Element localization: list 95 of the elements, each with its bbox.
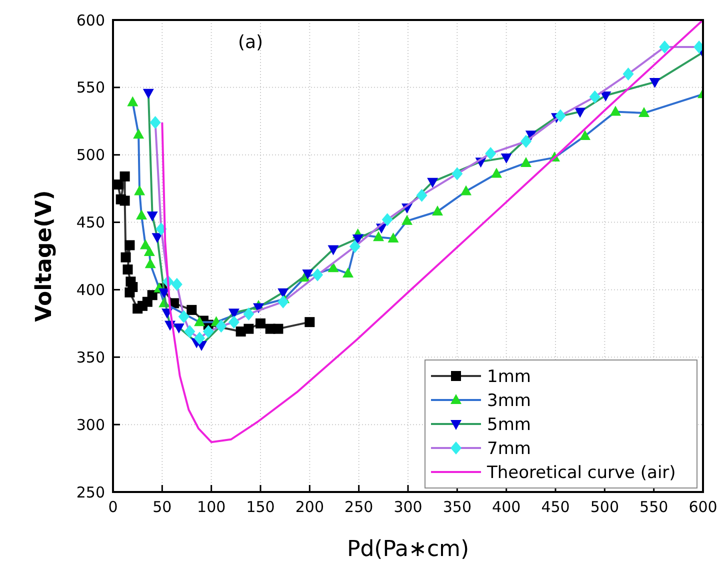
line-series — [161, 20, 703, 444]
point — [520, 134, 532, 148]
point — [243, 307, 254, 320]
y-tick-label: 300 — [76, 416, 105, 434]
point — [228, 316, 240, 329]
point — [171, 278, 182, 291]
x-tick-label: 450 — [541, 498, 570, 516]
x-tick-label: 50 — [152, 498, 172, 516]
point — [244, 324, 254, 334]
point — [622, 67, 634, 80]
point — [134, 185, 146, 196]
point — [144, 246, 155, 256]
annotation: (a) — [238, 32, 264, 53]
point — [610, 106, 621, 116]
y-tick-label: 550 — [76, 78, 105, 97]
y-tick-label: 250 — [76, 483, 105, 502]
x-tick-label: 250 — [344, 498, 374, 516]
point — [416, 188, 428, 202]
point — [136, 210, 148, 220]
legend-label: 1mm — [487, 366, 531, 387]
y-tick-label: 450 — [76, 214, 105, 232]
point — [120, 252, 131, 262]
x-tick-label: 400 — [492, 498, 521, 516]
point — [216, 320, 227, 333]
legend-label: 3mm — [487, 390, 531, 411]
point — [178, 310, 190, 324]
point — [312, 268, 324, 282]
point — [485, 147, 496, 160]
point — [432, 205, 443, 216]
point — [120, 196, 130, 206]
point — [574, 108, 586, 118]
point — [194, 316, 206, 326]
x-tick-label: 200 — [295, 498, 324, 516]
x-axis-title: Pd(Pa∗cm) — [346, 537, 470, 562]
point — [256, 318, 266, 328]
point — [427, 178, 438, 188]
point — [352, 234, 364, 244]
point — [158, 288, 170, 298]
point — [520, 156, 532, 167]
y-tick-label: 500 — [76, 146, 105, 164]
point — [133, 128, 144, 139]
y-axis-title: Voltage(V) — [32, 190, 57, 322]
point — [124, 240, 135, 250]
point — [273, 324, 284, 334]
point — [328, 245, 339, 256]
point — [402, 214, 413, 225]
point — [589, 90, 600, 104]
point — [142, 88, 154, 99]
x-tick-label: 350 — [442, 498, 472, 516]
point — [600, 92, 612, 102]
point — [554, 109, 566, 122]
x-tick-label: 550 — [640, 498, 668, 516]
point — [278, 288, 289, 298]
point — [452, 167, 463, 180]
point — [202, 325, 214, 338]
x-tick-label: 150 — [246, 498, 275, 516]
point — [349, 240, 360, 254]
point — [122, 264, 133, 274]
point — [144, 258, 156, 268]
point — [460, 185, 472, 196]
point — [120, 171, 130, 182]
x-tick-label: 100 — [197, 498, 226, 516]
point — [147, 290, 158, 300]
point — [500, 154, 512, 164]
y-tick-label: 400 — [76, 280, 105, 299]
legend-label: 5mm — [487, 414, 531, 435]
point — [580, 130, 590, 140]
point — [328, 262, 339, 272]
point — [302, 270, 314, 280]
point — [491, 168, 502, 178]
point — [373, 231, 384, 242]
point — [342, 268, 354, 278]
point — [638, 107, 650, 118]
point — [146, 212, 158, 222]
point — [124, 287, 135, 298]
point — [304, 317, 315, 328]
point — [150, 116, 161, 129]
point — [659, 40, 670, 54]
y-tick-label: 600 — [76, 11, 105, 30]
point — [184, 325, 196, 338]
point — [649, 78, 660, 88]
point — [173, 323, 184, 334]
point — [127, 96, 138, 106]
legend-label: Theoretical curve (air) — [486, 462, 676, 483]
point — [382, 213, 393, 226]
x-tick-label: 0 — [108, 498, 118, 516]
x-tick-label: 500 — [590, 498, 619, 516]
legend-label: 7mm — [487, 438, 531, 459]
y-tick-label: 350 — [76, 348, 105, 366]
point — [388, 232, 399, 242]
x-tick-label: 300 — [394, 498, 422, 516]
x-tick-label: 600 — [688, 498, 718, 516]
point — [194, 332, 206, 345]
point — [186, 304, 197, 315]
point — [278, 295, 289, 308]
